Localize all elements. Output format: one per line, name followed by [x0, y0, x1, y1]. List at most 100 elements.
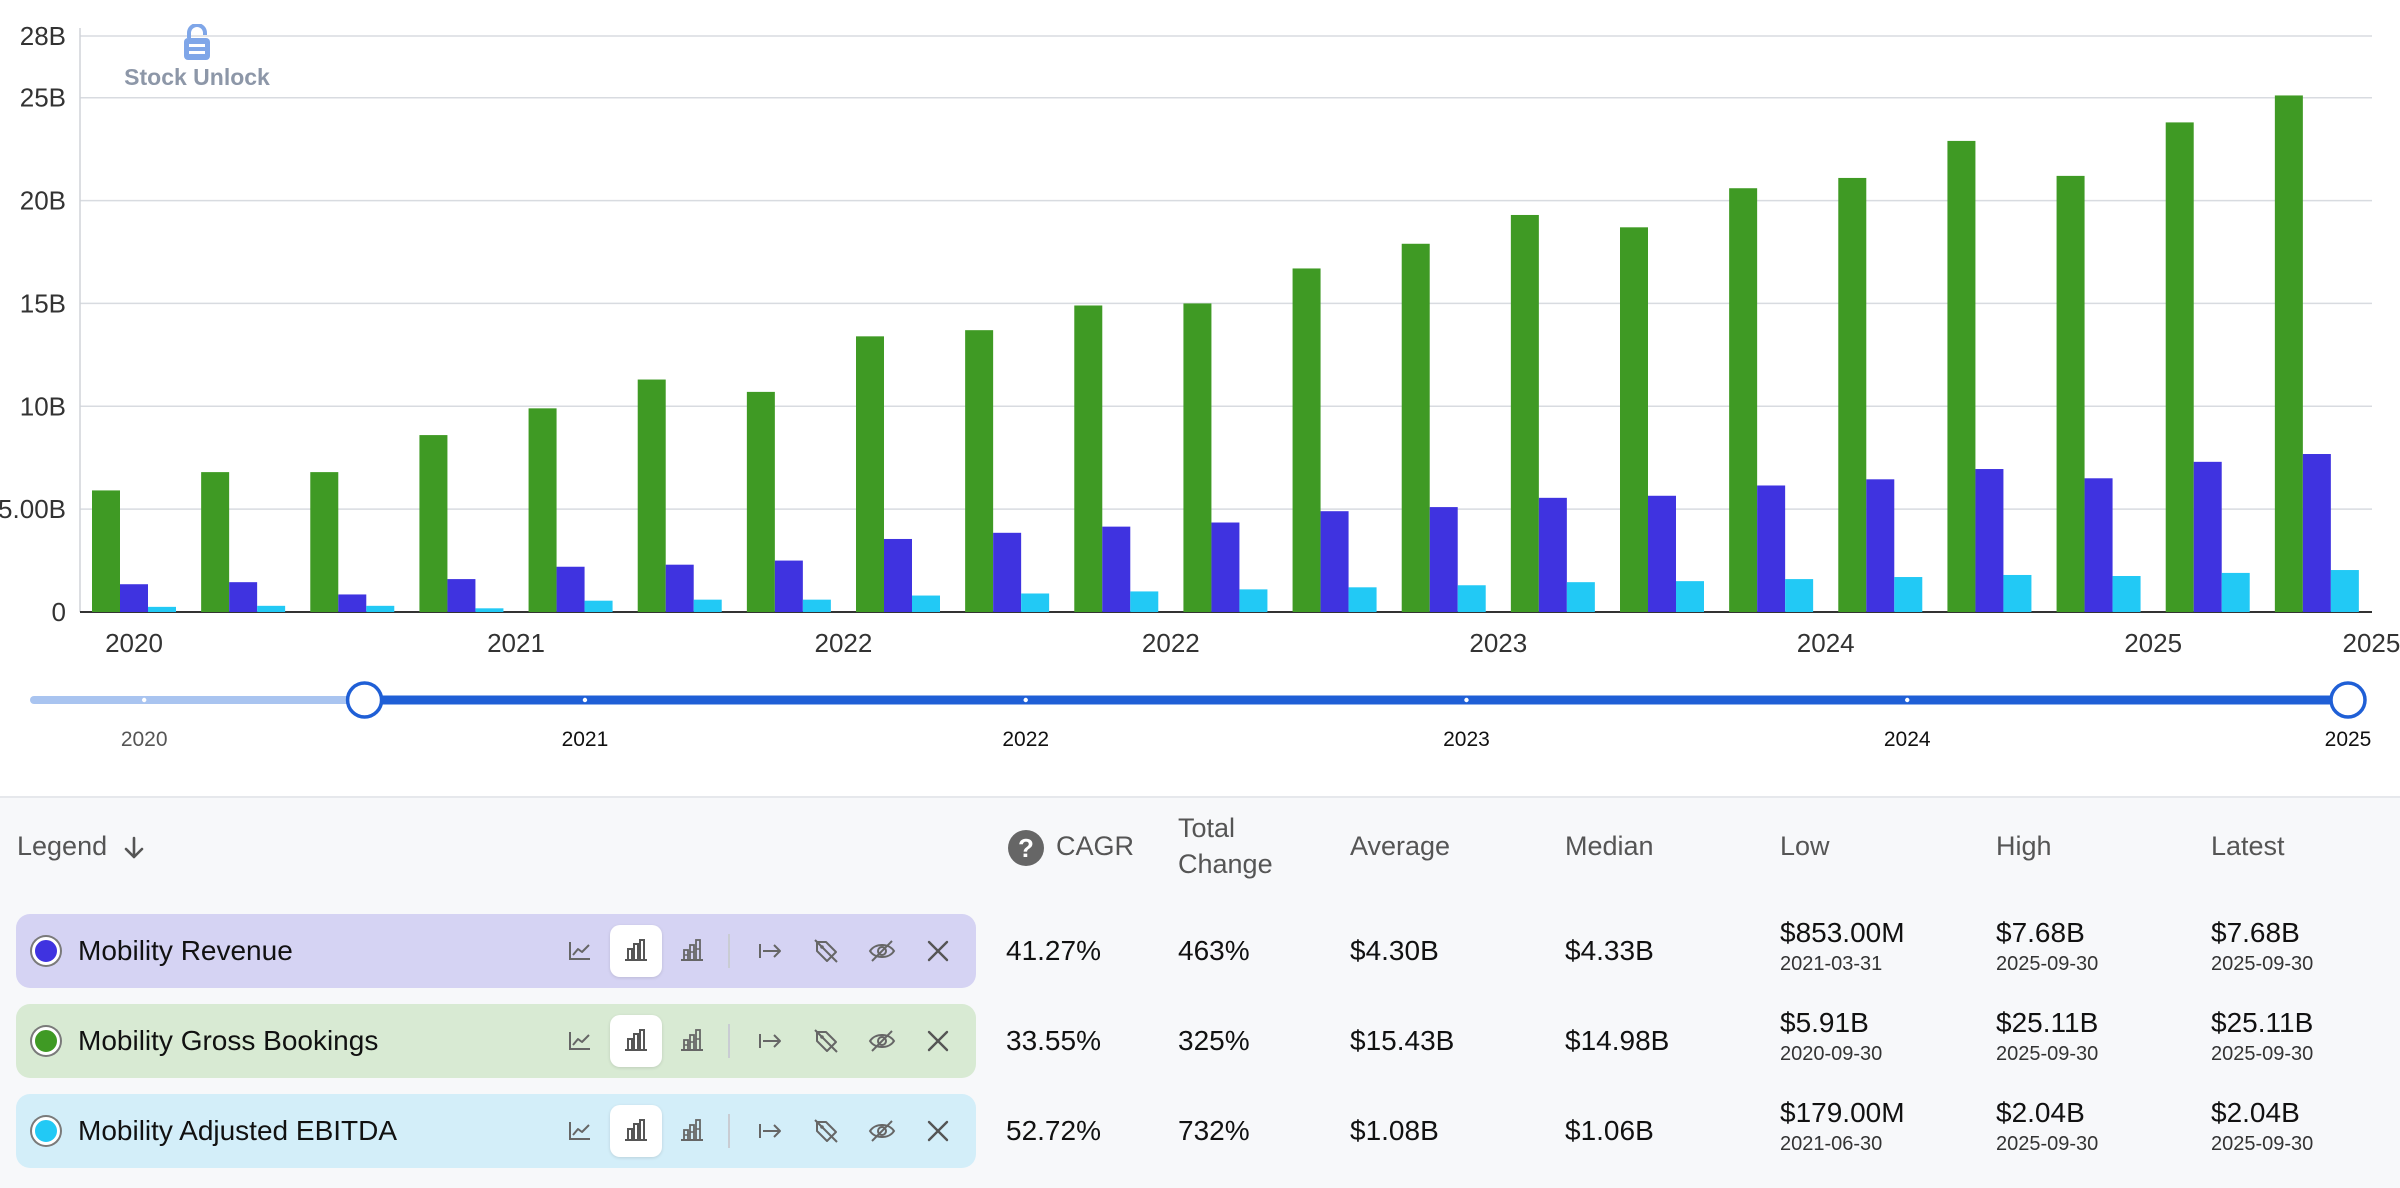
- bar-mobility-revenue[interactable]: [1429, 507, 1458, 612]
- eye-off-button[interactable]: [856, 925, 908, 977]
- line-chart-button[interactable]: [554, 1015, 606, 1067]
- slider-handle[interactable]: [2329, 681, 2367, 719]
- bar-mobility-gross-bookings[interactable]: [1729, 188, 1758, 612]
- tag-off-button[interactable]: [800, 925, 852, 977]
- series-color-dot[interactable]: [32, 937, 60, 965]
- bar-mobility-gross-bookings[interactable]: [92, 490, 120, 612]
- bar-mobility-revenue[interactable]: [1320, 511, 1349, 612]
- bar-mobility-gross-bookings[interactable]: [637, 379, 666, 612]
- bar-mobility-revenue[interactable]: [1757, 485, 1786, 612]
- extend-arrow-button[interactable]: [744, 925, 796, 977]
- bar-mobility-revenue[interactable]: [665, 564, 694, 612]
- bar-mobility-revenue[interactable]: [884, 538, 912, 612]
- bar-mobility-revenue[interactable]: [1866, 479, 1895, 612]
- bar-mobility-adjusted-ebitda[interactable]: [912, 595, 940, 612]
- cell-total-change: 732%: [1178, 1115, 1250, 1146]
- bar-mobility-revenue[interactable]: [1102, 526, 1131, 612]
- bar-mobility-revenue[interactable]: [120, 584, 148, 612]
- line-chart-button[interactable]: [554, 925, 606, 977]
- tag-off-icon: [814, 1029, 838, 1053]
- help-icon[interactable]: ?: [1008, 829, 1044, 866]
- bar-mobility-adjusted-ebitda[interactable]: [1130, 591, 1159, 612]
- bar-mobility-revenue[interactable]: [2193, 461, 2222, 612]
- bar-mobility-revenue[interactable]: [556, 566, 585, 612]
- bar-mobility-adjusted-ebitda[interactable]: [148, 606, 176, 612]
- bar-mobility-gross-bookings[interactable]: [310, 472, 339, 612]
- extend-arrow-button[interactable]: [744, 1105, 796, 1157]
- stacked-bar-button[interactable]: [666, 1015, 718, 1067]
- bar-chart-icon: [625, 1029, 647, 1051]
- bar-mobility-revenue[interactable]: [2302, 454, 2331, 612]
- bar-mobility-adjusted-ebitda[interactable]: [475, 608, 504, 612]
- bar-mobility-adjusted-ebitda[interactable]: [1894, 577, 1923, 612]
- close-button[interactable]: [912, 925, 964, 977]
- bar-mobility-revenue[interactable]: [1211, 522, 1240, 612]
- bar-mobility-adjusted-ebitda[interactable]: [1785, 579, 1814, 612]
- bar-mobility-gross-bookings[interactable]: [1947, 140, 1976, 612]
- bar-mobility-adjusted-ebitda[interactable]: [802, 599, 831, 612]
- series-color-dot[interactable]: [32, 1027, 60, 1055]
- eye-off-button[interactable]: [856, 1105, 908, 1157]
- bar-chart-button[interactable]: [610, 1105, 662, 1157]
- bar-mobility-gross-bookings[interactable]: [419, 435, 448, 612]
- eye-off-button[interactable]: [856, 1015, 908, 1067]
- bar-mobility-revenue[interactable]: [338, 594, 367, 612]
- legend-row[interactable]: Mobility Adjusted EBITDA: [16, 1094, 976, 1168]
- legend-header[interactable]: Legend: [17, 828, 147, 864]
- bar-mobility-adjusted-ebitda[interactable]: [2112, 576, 2141, 612]
- bar-mobility-adjusted-ebitda[interactable]: [1021, 593, 1050, 612]
- bar-mobility-revenue[interactable]: [993, 532, 1022, 612]
- line-chart-button[interactable]: [554, 1105, 606, 1157]
- bar-mobility-adjusted-ebitda[interactable]: [2221, 572, 2250, 612]
- bar-mobility-gross-bookings[interactable]: [1183, 303, 1212, 612]
- bar-mobility-revenue[interactable]: [774, 560, 803, 612]
- bar-mobility-revenue[interactable]: [1975, 469, 2004, 612]
- extend-arrow-button[interactable]: [744, 1015, 796, 1067]
- bar-mobility-revenue[interactable]: [1538, 497, 1567, 612]
- close-button[interactable]: [912, 1105, 964, 1157]
- tag-off-button[interactable]: [800, 1015, 852, 1067]
- bar-mobility-gross-bookings[interactable]: [1838, 177, 1867, 612]
- stacked-bar-button[interactable]: [666, 925, 718, 977]
- bar-mobility-adjusted-ebitda[interactable]: [1348, 587, 1377, 612]
- bar-mobility-gross-bookings[interactable]: [1510, 214, 1539, 612]
- bar-mobility-adjusted-ebitda[interactable]: [1676, 581, 1704, 612]
- bar-mobility-adjusted-ebitda[interactable]: [257, 605, 286, 612]
- slider-handle[interactable]: [345, 681, 384, 719]
- bar-mobility-gross-bookings[interactable]: [2274, 95, 2303, 613]
- bar-mobility-revenue[interactable]: [229, 582, 258, 612]
- bar-mobility-gross-bookings[interactable]: [746, 391, 775, 612]
- bar-mobility-gross-bookings[interactable]: [965, 330, 994, 612]
- bar-mobility-gross-bookings[interactable]: [2165, 122, 2194, 613]
- legend-row[interactable]: Mobility Revenue: [16, 914, 976, 988]
- bar-mobility-gross-bookings[interactable]: [2056, 175, 2085, 612]
- legend-row[interactable]: Mobility Gross Bookings: [16, 1004, 976, 1078]
- bar-mobility-revenue[interactable]: [2084, 478, 2113, 612]
- bar-mobility-adjusted-ebitda[interactable]: [2003, 574, 2032, 612]
- range-slider[interactable]: 2020 2021 2022 2023 2024 2025: [30, 681, 2371, 751]
- bar-mobility-gross-bookings[interactable]: [201, 472, 230, 612]
- bar-mobility-revenue[interactable]: [1648, 495, 1676, 612]
- close-button[interactable]: [912, 1015, 964, 1067]
- bar-mobility-adjusted-ebitda[interactable]: [2330, 570, 2359, 612]
- bar-mobility-gross-bookings[interactable]: [1401, 243, 1430, 612]
- bar-mobility-gross-bookings[interactable]: [1074, 305, 1103, 612]
- stacked-bar-button[interactable]: [666, 1105, 718, 1157]
- bar-mobility-adjusted-ebitda[interactable]: [1239, 589, 1268, 612]
- bar-mobility-adjusted-ebitda[interactable]: [693, 599, 722, 612]
- x-tick-label: 2020: [105, 628, 163, 658]
- cell-latest: $25.11B 2025-09-30: [2211, 1007, 2313, 1066]
- bar-mobility-revenue[interactable]: [447, 579, 476, 612]
- bar-mobility-gross-bookings[interactable]: [1620, 227, 1648, 613]
- bar-mobility-adjusted-ebitda[interactable]: [584, 600, 613, 612]
- bar-chart-button[interactable]: [610, 925, 662, 977]
- bar-mobility-adjusted-ebitda[interactable]: [1457, 585, 1486, 612]
- bar-mobility-gross-bookings[interactable]: [1292, 268, 1321, 612]
- bar-mobility-adjusted-ebitda[interactable]: [1566, 582, 1595, 612]
- bar-mobility-gross-bookings[interactable]: [528, 408, 557, 612]
- bar-chart-button[interactable]: [610, 1015, 662, 1067]
- bar-mobility-gross-bookings[interactable]: [856, 336, 884, 612]
- tag-off-button[interactable]: [800, 1105, 852, 1157]
- bar-mobility-adjusted-ebitda[interactable]: [366, 605, 395, 612]
- series-color-dot[interactable]: [32, 1117, 60, 1145]
